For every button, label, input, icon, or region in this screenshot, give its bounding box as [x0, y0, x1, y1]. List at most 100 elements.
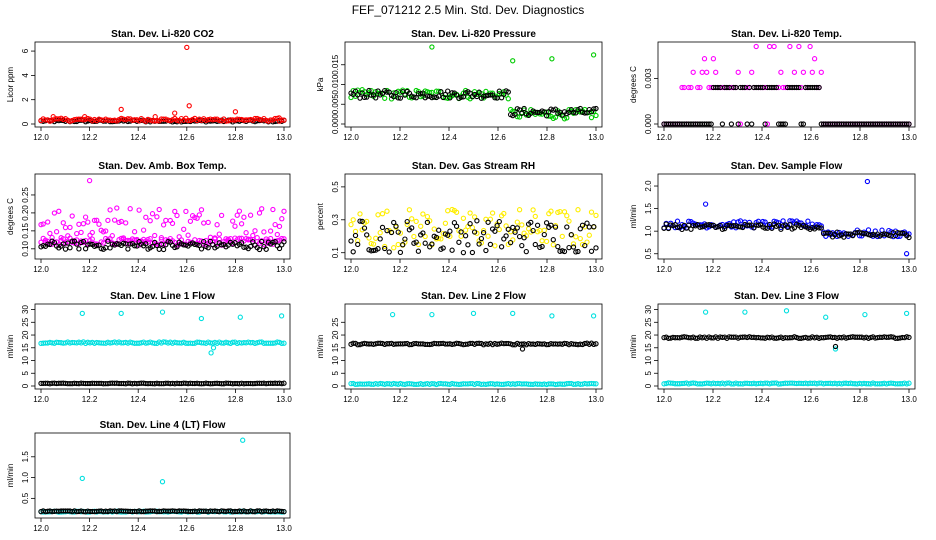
- data-point: [38, 221, 44, 228]
- data-point: [543, 113, 550, 119]
- data-point: [279, 380, 285, 387]
- data-point: [702, 309, 709, 315]
- data-point: [402, 92, 408, 98]
- data-point: [832, 343, 839, 350]
- data-point: [281, 239, 287, 245]
- data-point: [105, 238, 111, 244]
- plot-frame: [657, 41, 916, 128]
- panel-title: Stan. Dev. Li-820 Temp.: [731, 29, 842, 40]
- data-point: [881, 231, 887, 237]
- data-point: [86, 177, 93, 184]
- data-point: [413, 95, 419, 101]
- data-point: [74, 230, 80, 237]
- x-tick-label: 12.0: [656, 133, 672, 142]
- data-point: [240, 437, 246, 443]
- panel-2: Stan. Dev. Li-820 Pressure 12.0 12.2 12.4 12…: [316, 29, 604, 142]
- data-point: [152, 232, 158, 239]
- data-point: [411, 94, 417, 100]
- data-point: [864, 178, 871, 185]
- data-point: [590, 52, 597, 58]
- x-tick-label: 12.8: [228, 133, 244, 142]
- data-point: [577, 105, 583, 112]
- x-tick-label: 12.8: [539, 395, 555, 404]
- data-point: [274, 231, 280, 238]
- data-point: [348, 221, 354, 228]
- data-point: [210, 345, 217, 351]
- y-tick-label: 0.005: [331, 94, 340, 115]
- y-tick-label: 0.10: [21, 240, 30, 256]
- y-tick-label: 0: [21, 383, 30, 388]
- data-point: [429, 44, 435, 50]
- data-point: [216, 231, 222, 237]
- data-point: [582, 242, 588, 249]
- data-point: [281, 340, 287, 346]
- data-point: [375, 212, 381, 218]
- y-tick-label: 5: [21, 370, 30, 375]
- data-point: [364, 94, 370, 100]
- x-tick-label: 12.6: [490, 133, 506, 142]
- data-point: [361, 225, 368, 231]
- data-point: [438, 236, 444, 242]
- data-point: [174, 212, 180, 219]
- data-point: [216, 117, 222, 124]
- data-point: [420, 230, 426, 236]
- data-point: [904, 334, 910, 340]
- data-point: [388, 229, 395, 236]
- data-point: [82, 214, 89, 220]
- x-tick-label: 12.8: [852, 133, 868, 142]
- data-point: [780, 218, 786, 224]
- y-tick-label: 0.20: [21, 205, 30, 221]
- data-point: [460, 94, 467, 100]
- data-point: [510, 310, 516, 317]
- data-point: [406, 207, 413, 213]
- data-point: [521, 235, 527, 241]
- data-point: [796, 43, 802, 50]
- data-point: [505, 96, 511, 102]
- data-point: [364, 232, 370, 238]
- y-tick-label: 5: [644, 370, 653, 375]
- data-point: [505, 226, 511, 232]
- data-point: [143, 214, 149, 220]
- data-point: [252, 228, 258, 234]
- data-point: [510, 342, 516, 348]
- data-point: [123, 220, 129, 226]
- data-point: [131, 229, 138, 235]
- data-point: [749, 121, 755, 127]
- data-point: [805, 218, 811, 224]
- data-point: [147, 218, 153, 224]
- panel-title: Stan. Dev. Line 4 (LT) Flow: [100, 420, 226, 431]
- data-point: [478, 235, 485, 242]
- data-point: [809, 69, 815, 75]
- data-point: [281, 236, 287, 242]
- data-point: [276, 115, 282, 121]
- data-point: [549, 56, 555, 62]
- data-point: [78, 229, 84, 236]
- data-point: [816, 84, 822, 91]
- data-point: [458, 233, 464, 239]
- data-point: [259, 238, 265, 245]
- data-point: [474, 93, 480, 100]
- y-axis-label: ml/min: [629, 205, 638, 229]
- data-point: [906, 121, 912, 127]
- data-point: [827, 230, 833, 236]
- data-point: [566, 218, 572, 224]
- data-point: [47, 230, 53, 237]
- data-point: [237, 314, 243, 320]
- data-point: [566, 244, 572, 251]
- data-point: [160, 241, 167, 247]
- y-tick-label: 0.25: [21, 187, 30, 203]
- data-point: [131, 243, 138, 249]
- panel-10: Stan. Dev. Line 4 (LT) Flow 12.0 12.2 12.4 1…: [6, 420, 292, 533]
- data-point: [422, 240, 428, 246]
- data-point: [516, 207, 523, 213]
- data-point: [156, 206, 162, 213]
- data-point: [458, 229, 464, 235]
- data-point: [708, 121, 714, 127]
- data-point: [136, 207, 142, 213]
- data-point: [543, 238, 550, 245]
- x-tick-label: 12.4: [130, 395, 146, 404]
- data-point: [447, 228, 453, 234]
- data-point: [149, 211, 156, 217]
- data-point: [375, 246, 381, 252]
